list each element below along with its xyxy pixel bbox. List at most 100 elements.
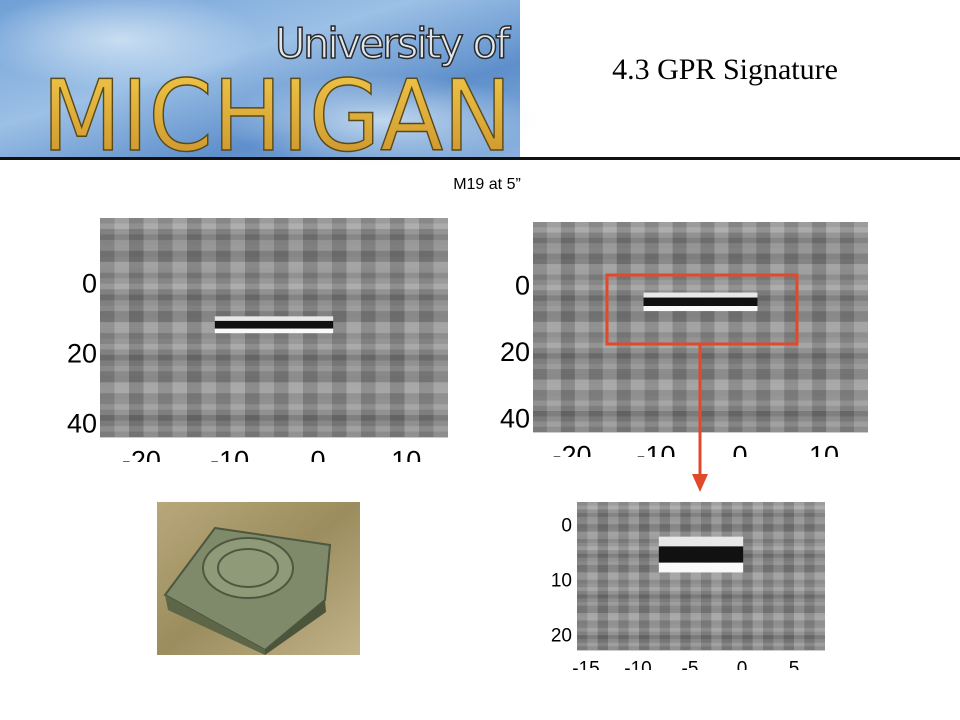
x-tick-label: -20 [122,445,161,475]
x-tick-label: 10 [391,445,421,475]
image-column [742,222,757,432]
image-stripe [533,264,868,270]
gpr-image [533,222,868,433]
signature-white [214,328,334,334]
image-stripe [100,332,448,339]
image-stripe [533,279,868,286]
x-tick-label: 0 [737,659,748,680]
image-stripe [100,278,448,285]
image-column [616,222,631,432]
image-stripe [577,594,825,599]
image-column [597,502,608,650]
image-stripe [100,365,448,372]
image-column [742,502,753,650]
image-column [728,222,743,432]
image-stripe [533,332,868,338]
image-stripe [577,601,825,607]
image-stripe [533,237,868,244]
image-column [433,218,448,437]
image-column [361,218,376,437]
image-stripe [100,409,448,416]
slide-title: 4.3 GPR Signature [612,53,838,86]
image-stripe [577,527,825,533]
image-column [375,218,390,437]
image-stripe [100,393,448,400]
image-column [628,502,639,650]
signature-light [658,536,744,547]
image-stripe [577,590,825,595]
image-column [686,222,701,432]
image-column [814,502,825,650]
image-column [732,502,743,650]
image-column [546,222,561,432]
image-stripe [533,227,868,233]
image-stripe [100,376,448,383]
image-stripe [533,258,868,265]
image-stripe [100,382,448,389]
image-stripe [577,605,825,610]
signature-white [643,306,758,312]
image-stripe [577,579,825,584]
image-stripe [100,311,448,318]
image-stripe [533,316,868,323]
image-stripe [577,531,825,536]
image-stripe [100,426,448,433]
image-column [419,218,434,437]
image-stripe [533,311,868,317]
highlight-box [605,273,799,346]
signature-dark [658,546,744,563]
image-column [701,502,712,650]
image-stripe [533,321,868,328]
image-stripe [100,283,448,290]
image-column [812,222,827,432]
image-column [608,502,619,650]
y-tick-label: 10 [551,571,572,592]
x-tick-label: 0 [732,440,747,470]
image-column [560,222,575,432]
mine-lid-ring [217,548,279,588]
image-column [602,222,617,432]
image-stripe [533,222,868,228]
image-stripe [100,387,448,394]
image-column [700,222,715,432]
image-column [574,222,589,432]
image-column [659,502,670,650]
image-stripe [577,642,825,647]
image-stripe [577,587,825,592]
y-tick-label: 40 [500,404,530,434]
signature-light [643,292,758,298]
image-stripe [577,572,825,577]
image-column [588,222,603,432]
image-stripe [577,583,825,588]
image-column [533,222,547,432]
image-stripe [577,576,825,581]
mine-lid [202,537,294,599]
y-tick-label: 0 [515,270,530,300]
signature-dark [643,297,758,306]
y-tick-label: 0 [82,268,97,298]
image-stripe [577,524,825,529]
image-column [711,502,722,650]
x-tick-label: -15 [572,659,599,680]
image-stripe [100,267,448,274]
x-tick-label: -20 [552,440,591,470]
image-column [798,222,813,432]
image-column [756,222,771,432]
image-column [158,218,173,437]
image-column [644,222,659,432]
y-tick-label: 20 [500,337,530,367]
image-column [129,218,144,437]
image-column [854,222,868,432]
image-column [100,218,115,437]
image-stripe [577,513,825,518]
x-tick-label: 5 [789,659,800,680]
image-stripe [100,245,448,252]
x-tick-label: -10 [624,659,651,680]
image-column [763,502,774,650]
image-column [670,502,681,650]
arrow-head [692,474,708,492]
image-stripe [100,300,448,307]
image-stripe [577,520,825,525]
cloud [220,75,540,165]
